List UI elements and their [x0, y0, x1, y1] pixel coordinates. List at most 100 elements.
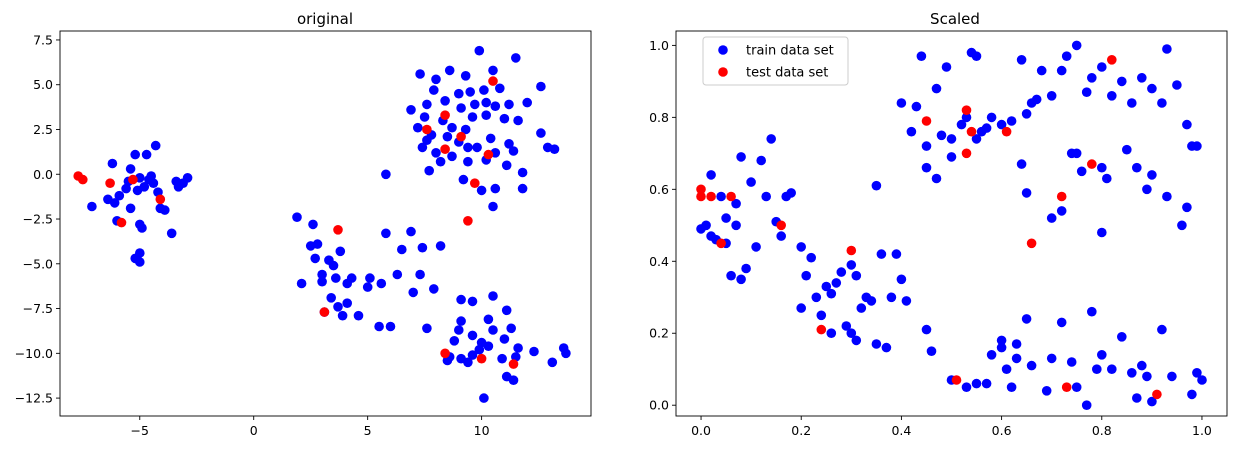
x-tick-label: 1.0 [1192, 423, 1212, 438]
train-point [1071, 148, 1082, 159]
train-point [1081, 87, 1092, 97]
train-point [454, 88, 464, 99]
train-point [996, 119, 1007, 130]
train-point [362, 282, 373, 292]
train-point [517, 167, 528, 178]
train-point [1157, 98, 1167, 108]
test-point [483, 149, 494, 160]
train-point [429, 284, 439, 294]
train-point [1087, 306, 1097, 317]
test-point [696, 191, 706, 202]
train-point [1162, 44, 1172, 54]
train-point [871, 339, 882, 349]
test-point [508, 359, 519, 369]
train-point [1087, 73, 1097, 83]
train-point [891, 249, 902, 259]
train-point [1021, 314, 1032, 324]
train-point [821, 281, 832, 292]
train-point [146, 171, 156, 181]
chart-title: original [297, 10, 353, 28]
train-point [931, 173, 942, 184]
train-point [946, 134, 957, 144]
train-point [1192, 368, 1202, 378]
train-point [766, 134, 776, 144]
y-tick-label: 0.6 [649, 182, 669, 197]
train-point [1172, 80, 1182, 90]
train-point [1056, 317, 1067, 328]
train-point [107, 158, 118, 169]
y-tick-label: 0.0 [649, 398, 669, 413]
train-point [326, 293, 337, 303]
train-point [971, 134, 982, 144]
train-point [1011, 339, 1022, 349]
test-point [488, 76, 498, 86]
train-point [381, 169, 391, 180]
train-point [836, 267, 847, 277]
test-point [1026, 238, 1037, 249]
test-point [116, 217, 127, 228]
y-tick-label: 0.8 [649, 110, 669, 125]
train-point [1127, 98, 1137, 108]
train-point [1167, 371, 1177, 382]
train-point [1132, 393, 1142, 403]
train-point [1097, 62, 1107, 72]
train-point [1137, 360, 1147, 371]
train-point [317, 269, 327, 280]
train-point [406, 226, 416, 237]
y-tick-label: 0.0 [33, 167, 53, 182]
test-point [440, 110, 450, 120]
train-point [1061, 51, 1072, 61]
train-point [458, 174, 469, 185]
test-point [440, 348, 450, 359]
train-point [826, 288, 837, 299]
train-point [549, 144, 560, 154]
train-point [1041, 386, 1052, 396]
train-point [506, 323, 516, 334]
train-point [961, 382, 972, 393]
train-point [921, 324, 932, 335]
test-point [706, 191, 716, 202]
train-point [342, 278, 353, 289]
train-point [1056, 65, 1067, 76]
test-point [966, 126, 977, 137]
train-point [417, 242, 428, 253]
train-point [337, 310, 348, 321]
train-point [435, 156, 446, 167]
train-point [331, 273, 341, 283]
train-point [1162, 191, 1172, 202]
train-point [501, 305, 512, 316]
train-point [415, 69, 425, 79]
points-layer [696, 40, 1207, 411]
train-point [1102, 173, 1112, 184]
y-tick-label: −2.5 [23, 212, 53, 227]
train-point [424, 165, 435, 176]
train-point [1056, 206, 1067, 216]
train-point [751, 242, 761, 252]
train-point [736, 274, 746, 285]
train-point [971, 51, 982, 61]
train-point [422, 323, 432, 334]
x-tick-label: 5 [364, 423, 372, 438]
train-point [716, 191, 726, 202]
train-point [479, 393, 489, 403]
train-point [871, 180, 882, 191]
train-point [1092, 364, 1102, 375]
train-point [429, 85, 439, 95]
train-point [1066, 357, 1077, 367]
plot-frame [59, 30, 592, 417]
test-point [476, 353, 487, 364]
train-point [561, 348, 571, 359]
train-point [483, 314, 494, 325]
train-point [1016, 159, 1027, 169]
train-point [1187, 389, 1197, 400]
ticks-layer: 0.0 0.2 0.4 0.6 0.8 1.0 1.0 0.8 0.6 0.4 0.2 0.0 [649, 38, 1212, 438]
test-point [1001, 126, 1012, 137]
train-point [876, 249, 887, 259]
train-point [841, 321, 852, 331]
train-point [996, 342, 1007, 353]
y-tick-label: 0.2 [649, 326, 669, 341]
train-point [1006, 382, 1017, 393]
train-point [1097, 227, 1107, 238]
train-point [495, 83, 505, 94]
train-point [415, 269, 425, 280]
